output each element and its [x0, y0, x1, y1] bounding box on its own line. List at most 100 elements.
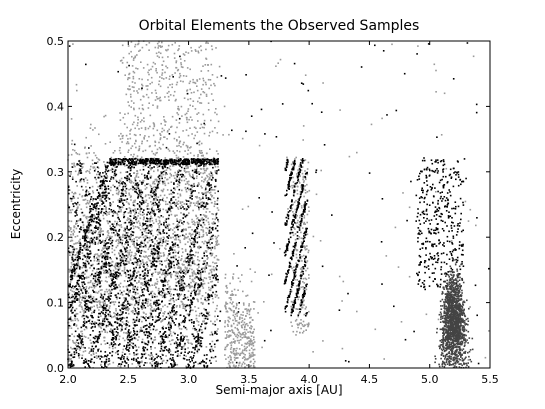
scatter-point-light — [205, 250, 208, 252]
scatter-point-light — [79, 241, 82, 244]
scatter-point-light — [241, 357, 244, 359]
scatter-point-light — [169, 295, 172, 297]
scatter-point-dark — [99, 282, 101, 285]
scatter-point-light — [122, 236, 124, 238]
scatter-point-light — [90, 123, 92, 126]
scatter-point-light — [181, 115, 183, 117]
scatter-point-light — [185, 129, 188, 131]
scatter-point-dark — [132, 346, 134, 348]
scatter-point-light — [130, 331, 132, 333]
scatter-point-dark — [119, 262, 121, 265]
scatter-point-light — [300, 231, 302, 234]
scatter-point-light — [215, 185, 217, 188]
scatter-point-light — [137, 226, 140, 229]
scatter-point-light — [136, 221, 139, 224]
scatter-point-light — [160, 122, 162, 125]
scatter-point-light — [71, 263, 74, 266]
scatter-point-light — [216, 236, 218, 239]
scatter-point-light — [124, 308, 127, 311]
scatter-point-light — [133, 243, 135, 245]
scatter-point-dark — [88, 360, 90, 362]
scatter-point-light — [208, 177, 211, 180]
scatter-point-light — [141, 107, 144, 110]
scatter-point-light — [187, 235, 189, 238]
scatter-point-dark — [123, 345, 125, 347]
scatter-point-dark — [161, 177, 163, 180]
scatter-point-light — [294, 208, 297, 211]
scatter-point-light — [228, 329, 230, 332]
scatter-point-light — [214, 192, 216, 194]
scatter-point-dark — [94, 335, 97, 338]
scatter-point-light — [132, 155, 134, 158]
scatter-point-dark — [71, 362, 73, 364]
scatter-point-light — [237, 357, 239, 359]
scatter-point-light — [242, 361, 245, 364]
scatter-point-light — [180, 179, 183, 182]
scatter-point-dark — [133, 187, 136, 190]
scatter-point-dark — [180, 332, 182, 334]
scatter-point-light — [215, 242, 218, 245]
scatter-point-dark — [161, 199, 164, 201]
scatter-point-light — [76, 242, 79, 244]
scatter-point-dark — [71, 302, 74, 304]
scatter-point-light — [297, 324, 299, 326]
scatter-point-dark — [162, 350, 164, 352]
scatter-point-light — [69, 228, 72, 231]
scatter-point-light — [165, 259, 168, 262]
scatter-point-light — [102, 247, 104, 249]
scatter-point-dark — [126, 225, 128, 228]
scatter-point-light — [147, 241, 149, 244]
scatter-point-light — [135, 221, 138, 224]
scatter-point-light — [230, 359, 232, 361]
scatter-point-light — [166, 92, 169, 94]
scatter-point-light — [71, 162, 73, 165]
scatter-point-light — [174, 245, 176, 248]
scatter-point-light — [227, 362, 230, 365]
scatter-point-light — [213, 268, 215, 271]
scatter-point-light — [155, 283, 158, 285]
scatter-point-light — [126, 255, 129, 257]
scatter-point-dark — [167, 217, 170, 220]
scatter-point-light — [166, 178, 169, 181]
scatter-point-light — [179, 267, 182, 270]
scatter-point-light — [74, 165, 76, 168]
scatter-point-light — [156, 55, 159, 57]
scatter-point-light — [145, 313, 147, 315]
scatter-point-light — [296, 173, 298, 175]
scatter-point-light — [144, 195, 147, 198]
scatter-point-dark — [68, 192, 70, 195]
scatter-point-light — [249, 330, 251, 333]
scatter-point-light — [130, 100, 133, 102]
scatter-point-light — [156, 280, 159, 283]
scatter-point-light — [85, 192, 87, 195]
scatter-point-light — [147, 205, 149, 207]
scatter-point-light — [191, 290, 193, 293]
scatter-point-light — [229, 355, 231, 357]
scatter-point-dark — [162, 229, 165, 231]
scatter-point-light — [140, 277, 142, 280]
scatter-point-light — [186, 284, 189, 287]
scatter-point-light — [205, 48, 207, 51]
scatter-point-light — [88, 229, 91, 231]
scatter-point-light — [217, 328, 219, 330]
scatter-point-light — [169, 202, 171, 205]
scatter-point-light — [162, 279, 164, 282]
scatter-point-light — [237, 277, 240, 279]
scatter-point-light — [297, 326, 299, 329]
scatter-point-light — [250, 327, 252, 330]
scatter-point-light — [177, 108, 179, 110]
scatter-point-light — [215, 244, 217, 246]
scatter-point-light — [135, 216, 138, 219]
scatter-point-light — [154, 293, 156, 296]
scatter-point-light — [141, 192, 144, 195]
scatter-point-light — [202, 172, 204, 175]
scatter-point-light — [138, 336, 140, 338]
scatter-point-light — [85, 203, 87, 205]
scatter-point-light — [198, 246, 200, 249]
scatter-point-light — [162, 143, 164, 146]
scatter-point-dark — [198, 270, 201, 272]
scatter-point-dark — [199, 214, 202, 216]
scatter-point-light — [69, 269, 71, 272]
scatter-point-light — [114, 328, 117, 330]
scatter-point-light — [229, 301, 232, 304]
